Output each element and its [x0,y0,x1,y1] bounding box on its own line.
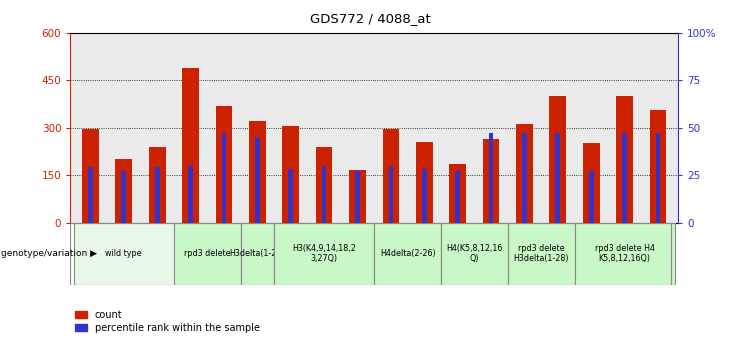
Bar [589,171,594,223]
Text: rpd3 delete H4
K5,8,12,16Q): rpd3 delete H4 K5,8,12,16Q) [594,244,654,263]
Bar [489,133,494,223]
Legend: count, percentile rank within the sample: count, percentile rank within the sample [72,306,264,337]
Bar [255,137,259,223]
Bar [422,169,427,223]
Bar [374,223,441,285]
Bar [188,166,193,223]
Bar [322,166,327,223]
Bar [455,171,460,223]
Bar [482,139,499,223]
Bar [155,168,159,223]
Bar [388,166,393,223]
Bar [216,106,233,223]
Bar [522,133,527,223]
Text: H4(K5,8,12,16
Q): H4(K5,8,12,16 Q) [446,244,502,263]
Bar [355,171,360,223]
Bar [82,129,99,223]
Bar [516,125,533,223]
Bar [149,147,165,223]
Bar [249,121,266,223]
Bar [241,223,274,285]
Bar [656,133,660,223]
Bar [508,223,574,285]
Bar [583,144,599,223]
Bar [122,171,126,223]
Bar [316,147,333,223]
Bar [574,223,674,285]
Bar [222,133,226,223]
Text: wild type: wild type [105,249,142,258]
Text: H3(K4,9,14,18,2
3,27Q): H3(K4,9,14,18,2 3,27Q) [292,244,356,263]
Text: genotype/variation ▶: genotype/variation ▶ [1,249,97,258]
Text: rpd3 delete
H3delta(1-28): rpd3 delete H3delta(1-28) [514,244,569,263]
Bar [382,129,399,223]
Bar [617,96,633,223]
Text: GDS772 / 4088_at: GDS772 / 4088_at [310,12,431,25]
Bar [116,159,132,223]
Text: rpd3 delete: rpd3 delete [184,249,230,258]
Bar [416,142,433,223]
Bar [88,168,93,223]
Bar [349,170,366,223]
Bar [282,126,299,223]
Bar [449,164,466,223]
Text: H3delta(1-28): H3delta(1-28) [230,249,285,258]
Bar [441,223,508,285]
Bar [74,223,174,285]
Bar [550,96,566,223]
Bar [174,223,241,285]
Bar [622,133,627,223]
Bar [274,223,374,285]
Bar [288,169,293,223]
Bar [650,110,666,223]
Text: H4delta(2-26): H4delta(2-26) [380,249,436,258]
Bar [556,133,560,223]
Bar [182,68,199,223]
